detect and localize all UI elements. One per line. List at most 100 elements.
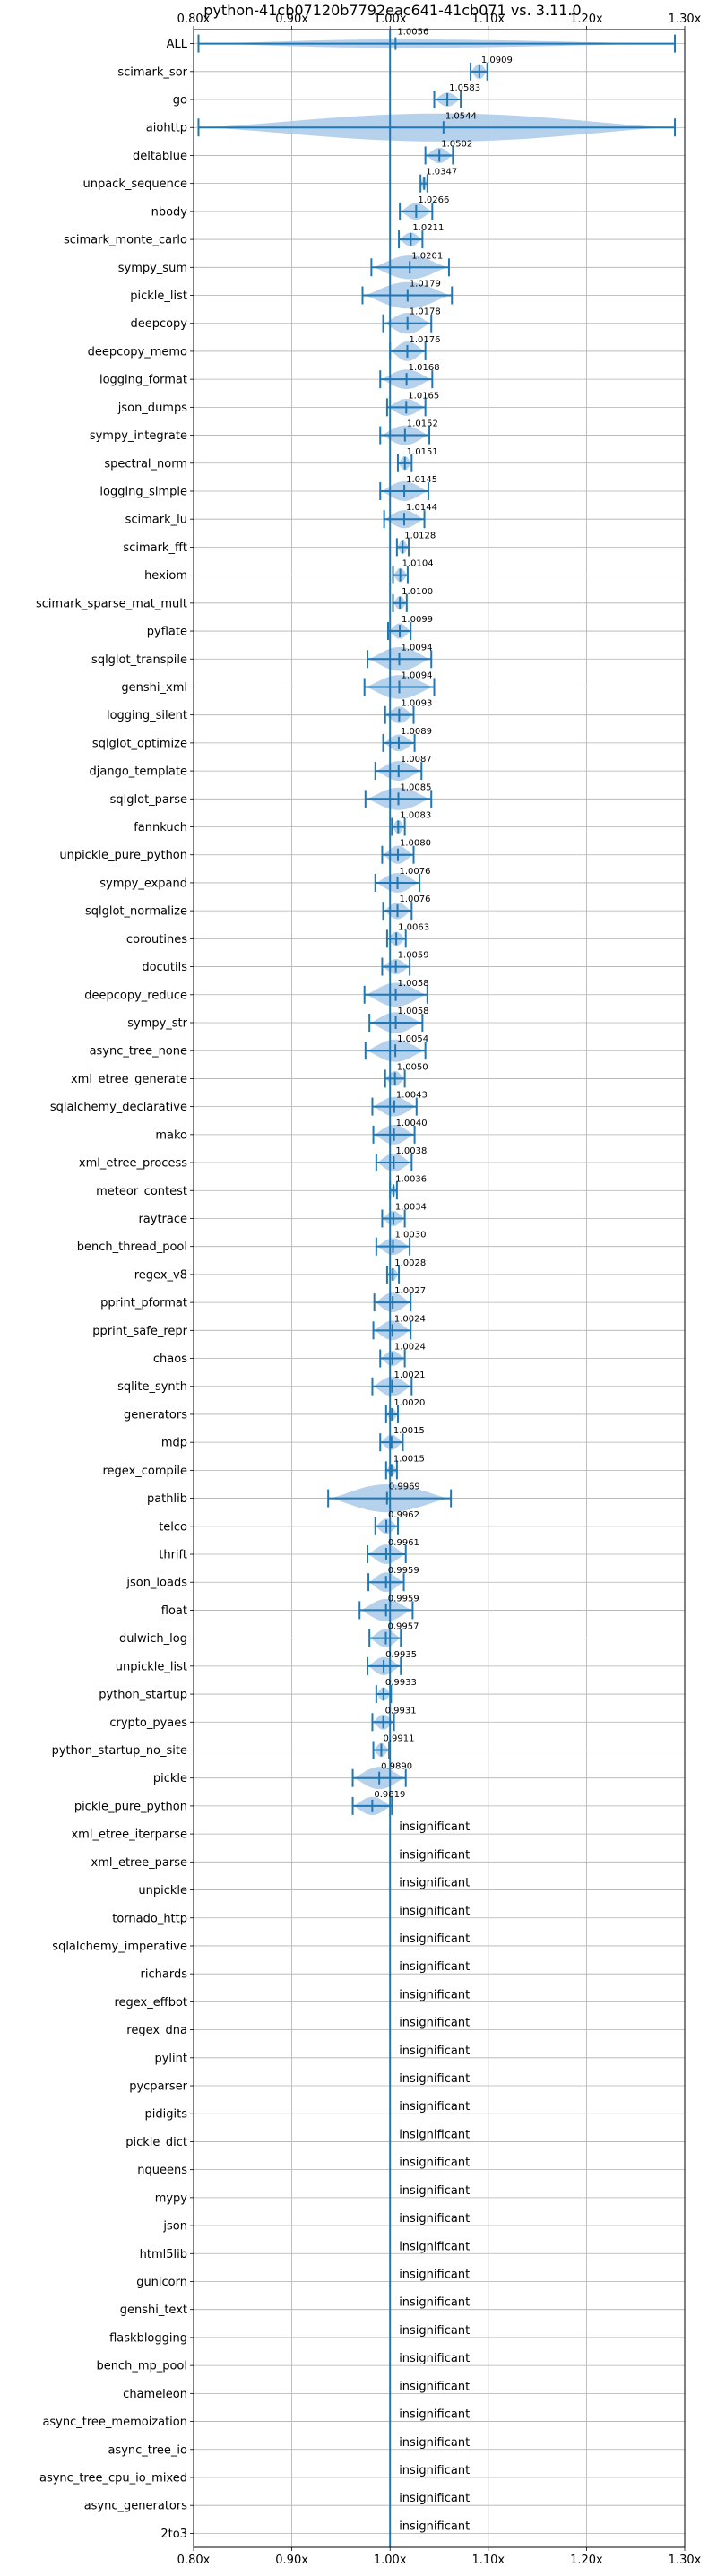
value-label: 1.0201 bbox=[411, 251, 443, 261]
value-label: 0.9933 bbox=[385, 1678, 417, 1688]
value-label: 1.0179 bbox=[410, 280, 441, 290]
benchmark-label: sympy_integrate bbox=[90, 429, 187, 443]
benchmark-label: async_generators bbox=[84, 2500, 188, 2513]
benchmark-label: scimark_lu bbox=[125, 514, 187, 527]
value-label: 0.9890 bbox=[381, 1762, 412, 1772]
x-tick-label-bottom: 1.00x bbox=[374, 2554, 407, 2567]
benchmark-label: unpack_sequence bbox=[82, 177, 187, 191]
insignificant-label: insignificant bbox=[399, 2436, 470, 2450]
benchmark-label: pidigits bbox=[145, 2108, 188, 2122]
value-label: 1.0909 bbox=[481, 56, 513, 65]
value-label: 1.0059 bbox=[398, 951, 429, 961]
benchmark-label: sqlalchemy_declarative bbox=[50, 1101, 187, 1114]
value-label: 1.0544 bbox=[445, 111, 477, 121]
value-label: 1.0030 bbox=[394, 1231, 426, 1240]
x-tick-label-top: 0.90x bbox=[275, 13, 308, 26]
benchmark-label: pathlib bbox=[147, 1492, 187, 1506]
insignificant-label: insignificant bbox=[399, 2240, 470, 2253]
value-label: 1.0063 bbox=[398, 922, 429, 932]
value-label: 1.0050 bbox=[397, 1062, 428, 1072]
benchmark-label: pickle_pure_python bbox=[74, 1800, 187, 1813]
benchmark-label: sqlglot_normalize bbox=[85, 905, 187, 919]
value-label: 1.0058 bbox=[398, 1007, 429, 1016]
benchmark-label: python_startup_no_site bbox=[52, 1744, 187, 1758]
benchmark-label: telco bbox=[159, 1520, 187, 1534]
value-label: 1.0015 bbox=[393, 1426, 425, 1436]
insignificant-label: insignificant bbox=[399, 2520, 470, 2533]
insignificant-label: insignificant bbox=[399, 2157, 470, 2170]
value-label: 1.0058 bbox=[398, 979, 429, 989]
value-label: 1.0176 bbox=[409, 335, 440, 345]
benchmark-label: fannkuch bbox=[134, 821, 187, 834]
benchmark-label: dulwich_log bbox=[119, 1632, 187, 1646]
insignificant-label: insignificant bbox=[399, 1988, 470, 2001]
benchmark-label: pprint_pformat bbox=[100, 1297, 187, 1310]
benchmark-label: mdp bbox=[161, 1437, 187, 1450]
benchmark-label: scimark_sor bbox=[117, 65, 187, 79]
benchmark-label: regex_dna bbox=[126, 2024, 187, 2037]
benchmark-label: json_loads bbox=[125, 1577, 187, 1590]
insignificant-label: insignificant bbox=[399, 1820, 470, 1834]
benchmark-label: unpickle bbox=[138, 1884, 187, 1897]
benchmark-label: nqueens bbox=[137, 2164, 187, 2177]
benchmark-label: genshi_xml bbox=[121, 681, 187, 695]
benchmark-label: regex_v8 bbox=[134, 1268, 187, 1282]
label-layer: 1.0056 1.0909 1.0583 1.0544 1.0502 1.0347 1.02… bbox=[374, 28, 512, 2534]
benchmark-label: crypto_pyaes bbox=[109, 1716, 187, 1730]
benchmark-label: meteor_contest bbox=[96, 1185, 187, 1198]
benchmark-label: regex_compile bbox=[102, 1465, 187, 1478]
x-tick-label-top: 1.20x bbox=[570, 13, 603, 26]
benchmark-label: docutils bbox=[142, 961, 187, 974]
benchmark-label: json bbox=[162, 2220, 187, 2234]
insignificant-label: insignificant bbox=[399, 2044, 470, 2058]
value-label: 1.0027 bbox=[394, 1286, 426, 1296]
x-tick-label-bottom: 1.10x bbox=[471, 2554, 505, 2567]
insignificant-label: insignificant bbox=[399, 2100, 470, 2114]
benchmark-label: logging_silent bbox=[107, 709, 187, 722]
value-label: 1.0083 bbox=[400, 811, 431, 821]
chart-title: python-41cb07120b7792eac641-41cb071 vs. … bbox=[203, 2, 581, 19]
benchmark-label: scimark_monte_carlo bbox=[64, 234, 187, 247]
benchmark-label: async_tree_cpu_io_mixed bbox=[39, 2471, 187, 2485]
benchmark-label: sympy_sum bbox=[118, 262, 187, 275]
value-label: 1.0165 bbox=[408, 391, 439, 401]
x-tick-label-top: 1.00x bbox=[374, 13, 407, 26]
value-label: 0.9959 bbox=[388, 1594, 419, 1604]
benchmark-label: json_dumps bbox=[117, 402, 187, 415]
value-label: 1.0266 bbox=[418, 195, 449, 205]
value-label: 0.9959 bbox=[388, 1566, 419, 1576]
benchmark-label: sqlalchemy_imperative bbox=[52, 1940, 187, 1953]
benchmark-label: deepcopy bbox=[130, 317, 187, 331]
benchmark-label: sympy_str bbox=[127, 1016, 187, 1030]
value-label: 1.0100 bbox=[402, 587, 433, 597]
value-label: 1.0099 bbox=[402, 615, 433, 625]
insignificant-label: insignificant bbox=[399, 1932, 470, 1946]
benchmark-label: async_tree_io bbox=[108, 2443, 187, 2457]
benchmark-label: bench_thread_pool bbox=[77, 1240, 187, 1254]
benchmark-label: logging_format bbox=[99, 374, 187, 387]
value-label: 1.0211 bbox=[412, 223, 444, 233]
benchmark-label: async_tree_memoization bbox=[42, 2416, 187, 2429]
value-label: 1.0076 bbox=[400, 867, 431, 877]
insignificant-label: insignificant bbox=[399, 2464, 470, 2477]
benchmark-label: sqlglot_optimize bbox=[92, 737, 187, 750]
value-label: 1.0093 bbox=[401, 699, 432, 709]
benchmark-label: spectral_norm bbox=[104, 457, 187, 471]
axis-layer: 0.80x 0.80x 0.90x 0.90x 1.00x 1.00x 1.10x 1.10x… bbox=[36, 13, 702, 2567]
value-label: 0.9969 bbox=[389, 1482, 420, 1492]
benchmark-label: deltablue bbox=[133, 150, 187, 163]
benchmark-label: pickle bbox=[153, 1772, 187, 1785]
value-label: 1.0036 bbox=[395, 1174, 427, 1184]
benchmark-label: thrift bbox=[159, 1549, 187, 1562]
benchmark-label: aiohttp bbox=[146, 122, 187, 135]
value-label: 1.0015 bbox=[393, 1454, 425, 1464]
benchmark-label: hexiom bbox=[144, 569, 187, 583]
value-label: 1.0094 bbox=[402, 643, 433, 653]
violin-layer bbox=[197, 30, 677, 2547]
value-label: 0.9961 bbox=[388, 1538, 419, 1548]
value-label: 1.0178 bbox=[410, 307, 441, 317]
value-label: 0.9911 bbox=[383, 1733, 414, 1743]
benchmark-label: xml_etree_iterparse bbox=[71, 1828, 187, 1842]
benchmark-label: scimark_fft bbox=[123, 541, 187, 555]
